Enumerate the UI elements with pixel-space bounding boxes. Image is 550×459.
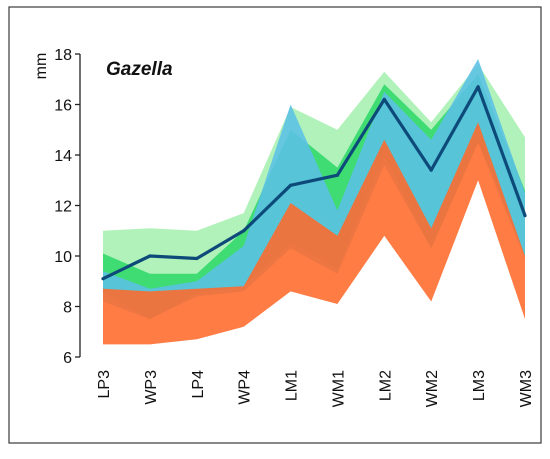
x-tick-labels: LP3 WP3 LP4 WP4 LM1 WM1 LM2 WM2 LM3 WM3 [96, 370, 535, 407]
chart-title: Gazella [106, 59, 173, 80]
mean-line-layer [101, 85, 527, 281]
y-tick-label-14: 14 [54, 148, 72, 165]
mean-point-LM2 [382, 97, 386, 101]
y-tick-label-12: 12 [54, 199, 72, 216]
y-axis: 6 8 10 12 14 16 18 [54, 47, 81, 367]
x-tick-label-LP4: LP4 [190, 370, 207, 399]
mean-point-LM1 [289, 183, 293, 187]
mean-point-LP4 [195, 256, 199, 261]
y-tick-label-8: 8 [63, 300, 72, 317]
bands-layer [103, 59, 525, 345]
x-tick-label-LM2: LM2 [377, 370, 394, 401]
mean-point-LP3 [101, 277, 105, 281]
mean-point-WM1 [335, 173, 339, 177]
mean-point-WP3 [148, 254, 152, 258]
y-tick-label-18: 18 [54, 47, 72, 64]
x-tick-label-WM3: WM3 [518, 370, 535, 407]
band-series-3 [103, 122, 525, 345]
mean-point-WP4 [242, 229, 246, 233]
mean-line [102, 85, 527, 281]
x-tick-label-WP4: WP4 [237, 370, 254, 405]
x-tick-label-LM3: LM3 [471, 370, 488, 401]
x-tick-label-WM1: WM1 [330, 370, 347, 407]
mean-point-LM3 [476, 85, 480, 89]
mean-point-WM2 [429, 168, 433, 172]
y-tick-label-6: 6 [63, 350, 72, 367]
x-tick-label-LP3: LP3 [96, 370, 113, 399]
y-tick-label-16: 16 [54, 98, 72, 115]
x-tick-label-WM2: WM2 [424, 370, 441, 407]
band-series-2 [103, 59, 525, 320]
y-tick-label-10: 10 [54, 249, 72, 266]
x-tick-label-LM1: LM1 [284, 370, 301, 401]
mean-point-WM3 [523, 214, 527, 218]
y-axis-label: mm [33, 53, 50, 80]
x-tick-label-WP3: WP3 [143, 370, 160, 405]
